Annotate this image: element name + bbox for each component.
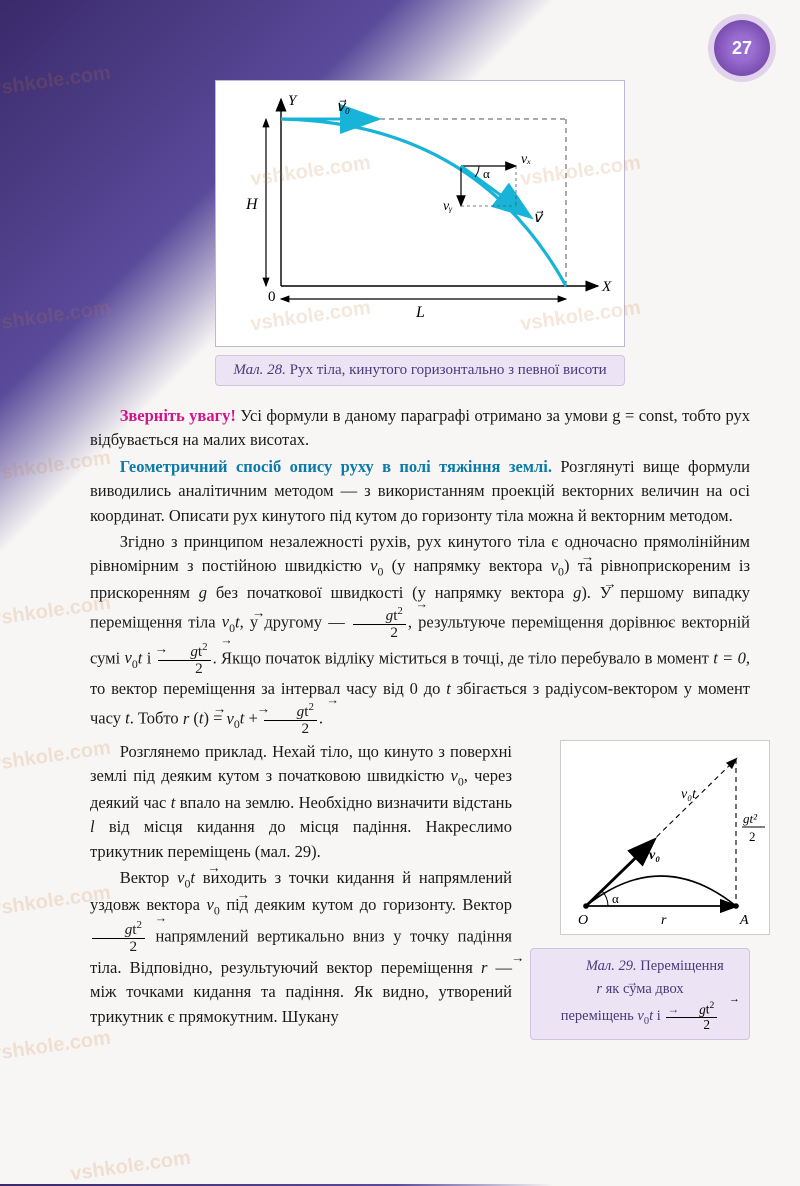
page-number: 27	[732, 38, 752, 59]
paragraph-4: Вектор v0t виходить з точки кидання й на…	[90, 866, 512, 1029]
fraction-gt2-4: gt22	[92, 920, 145, 956]
paragraph-1: Геометричний спосіб опису руху в полі тя…	[90, 455, 750, 528]
figure-28-diagram: Y X 0 v⃗₀ α vₓ vᵧ v⃗ H L	[215, 80, 625, 347]
attention-label: Зверніть увагу!	[120, 406, 236, 425]
body-text: Зверніть увагу! Усі формули в даному пар…	[90, 404, 750, 1040]
fraction-gt2-1: gt22	[353, 606, 406, 642]
caption-prefix: Мал. 28.	[233, 362, 286, 378]
fraction-gt2-3: gt22	[264, 702, 317, 738]
svg-text:L: L	[415, 304, 425, 321]
page-content: Y X 0 v⃗₀ α vₓ vᵧ v⃗ H L Мал. 28. Рух тіла, кинут…	[90, 80, 750, 1040]
left-column: Розглянемо приклад. Нехай тіло, що кинут…	[90, 740, 512, 1031]
svg-text:vᵧ: vᵧ	[443, 199, 453, 214]
two-column-layout: Розглянемо приклад. Нехай тіло, що кинут…	[90, 740, 750, 1040]
caption-text: Рух тіла, кинутого горизонтально з певно…	[290, 362, 607, 378]
figure-28-caption: Мал. 28. Рух тіла, кинутого горизонтальн…	[215, 355, 625, 386]
svg-text:α: α	[612, 891, 619, 906]
svg-text:v₀: v₀	[649, 848, 660, 863]
svg-text:r: r	[661, 913, 667, 928]
svg-text:α: α	[483, 166, 490, 181]
attention-paragraph: Зверніть увагу! Усі формули в даному пар…	[90, 404, 750, 453]
right-column: OArαv₀v₀tgt²2 Мал. 29. Переміщення r як …	[530, 740, 750, 1040]
svg-text:O: O	[578, 913, 588, 928]
svg-text:v₀t: v₀t	[681, 787, 697, 802]
page-number-badge: 27	[714, 20, 770, 76]
svg-text:X: X	[601, 279, 612, 295]
svg-text:v⃗: v⃗	[533, 210, 544, 226]
paragraph-3: Розглянемо приклад. Нехай тіло, що кинут…	[90, 740, 512, 864]
svg-text:0: 0	[268, 289, 276, 305]
svg-text:A: A	[739, 913, 749, 928]
svg-text:2: 2	[749, 829, 756, 844]
svg-text:vₓ: vₓ	[521, 152, 531, 167]
svg-text:H: H	[245, 196, 259, 213]
figure-28-svg: Y X 0 v⃗₀ α vₓ vᵧ v⃗ H L	[226, 91, 616, 331]
figure-29-svg: O Ar α v₀ v₀t gt² 2	[560, 740, 770, 935]
svg-text:v⃗₀: v⃗₀	[336, 99, 350, 115]
svg-text:gt²: gt²	[743, 811, 758, 826]
paragraph-2: Згідно з принципом незалежності рухів, р…	[90, 530, 750, 738]
figure-29-caption: Мал. 29. Переміщення r як сума двох пере…	[530, 948, 750, 1040]
caption2-prefix: Мал. 29.	[586, 958, 637, 974]
geo-label: Геометричний спосіб опису руху в полі тя…	[120, 457, 552, 476]
svg-text:Y: Y	[288, 93, 298, 109]
